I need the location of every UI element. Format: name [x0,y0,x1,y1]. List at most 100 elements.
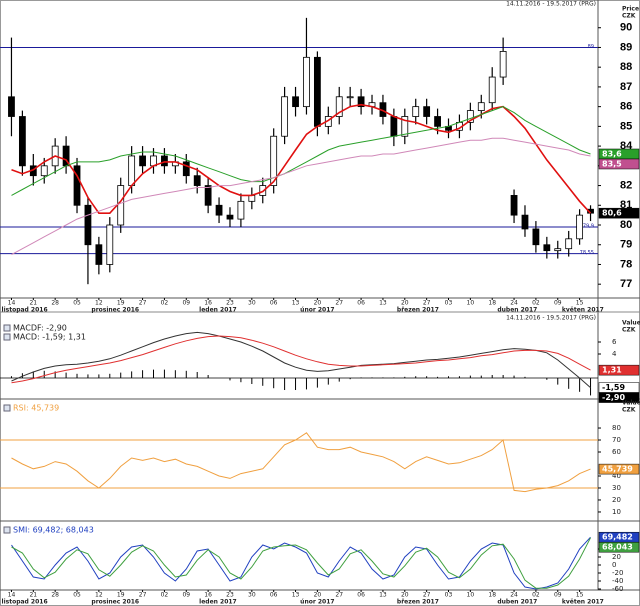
x-tick-label: 15 [576,592,584,599]
value-tag [598,364,640,376]
value-tag-label: 80,6 [602,209,622,218]
month-label: duben 2017 [497,307,537,314]
y-tick-label: 4 [612,350,617,358]
x-tick-label: 13 [292,592,300,599]
y-tick-label: 79 [620,239,632,251]
value-tag-label: -2,90 [602,393,625,402]
x-tick-label: 30 [248,592,256,599]
month-label: květen 2017 [562,599,604,606]
level-label: 79,9 [583,223,594,229]
candle-body [466,110,474,123]
series-line [11,537,591,589]
x-tick-label: 27 [335,300,343,307]
x-tick-label: 20 [314,592,322,599]
x-tick-label: 06 [357,300,365,307]
date-range: 14.11.2016 - 19.5.2017 (PRG) [506,315,596,322]
date-range: 14.11.2016 - 19.5.2017 (PRG) [506,1,596,8]
candle-body [576,214,584,240]
x-tick-label: 23 [226,300,234,307]
x-tick-label: 10 [467,592,475,599]
x-tick-label: 24 [510,300,518,307]
y-tick-label: -20 [612,569,623,577]
candle-body [510,195,518,216]
legend-label: SMI: 69,482; 68,043 [13,526,94,535]
y-tick-label: 80 [612,424,621,432]
x-tick-label: 09 [182,592,190,599]
legend-label: MACDF: -2,90 [13,324,67,333]
value-tag-label: 83,5 [602,159,622,168]
month-label: duben 2017 [497,599,537,606]
value-tag [598,207,640,219]
axis-label: Price [622,6,639,13]
candle-body [357,96,365,108]
x-tick-label: 14 [8,300,16,307]
x-tick-label: 05 [73,592,81,599]
y-tick-label: 90 [620,22,632,34]
axis-unit: CZK [622,13,636,20]
candle-body [128,155,136,186]
x-tick-label: 27 [139,300,147,307]
x-tick-label: 28 [51,592,59,599]
x-tick-label: 20 [314,300,322,307]
candle-body [215,204,223,216]
candle-body [335,96,343,117]
candle-body [565,238,573,250]
value-tag [598,158,640,170]
x-tick-label: 12 [95,300,103,307]
y-tick-label: 85 [620,120,632,132]
candle-body [390,116,398,137]
x-tick-label: 20 [401,592,409,599]
value-tag-label: 45,739 [602,465,633,474]
y-tick-label: 77 [620,278,632,290]
x-tick-label: 27 [423,592,431,599]
x-tick-label: 28 [51,300,59,307]
x-tick-label: 21 [29,300,37,307]
month-label: únor 2017 [300,599,334,606]
x-tick-label: 18 [488,592,496,599]
candle-body [182,161,190,177]
level-label: 89 [588,44,594,50]
value-tag-label: -1,59 [602,383,625,392]
candle-body [488,76,496,104]
candle-body [587,208,594,214]
y-tick-label: -60 [612,585,623,593]
candle-body [73,165,81,206]
x-tick-label: 19 [117,300,125,307]
legend-icon [3,404,11,412]
month-label: květen 2017 [562,307,604,314]
candle-body [84,204,92,246]
candle-body [423,106,431,117]
x-tick-label: 06 [270,300,278,307]
x-tick-label: 09 [554,300,562,307]
candle-body [499,51,507,78]
candle-body [139,155,146,167]
y-tick-label: 60 [612,448,621,456]
candle-body [401,116,409,137]
x-tick-label: 21 [29,592,37,599]
month-label: listopad 2016 [2,599,48,606]
month-label: listopad 2016 [2,307,48,314]
value-tag [598,392,640,403]
axis-label: Value [622,400,640,407]
series-line [11,331,591,388]
x-tick-label: 27 [423,300,431,307]
value-tag-label: 69,482 [602,533,633,542]
candle-body [193,175,201,186]
x-tick-label: 02 [532,592,540,599]
candle-body [40,165,48,177]
series-line [11,106,591,196]
month-label: březen 2017 [397,307,439,314]
x-tick-label: 16 [204,592,212,599]
x-tick-label: 05 [73,300,81,307]
y-tick-label: 20 [612,553,621,561]
x-tick-label: 24 [510,592,518,599]
y-tick-label: 82 [620,179,632,191]
series-line [11,335,591,384]
y-tick-label: 78 [620,258,632,270]
candle-body [412,106,420,117]
series-line [11,536,591,590]
x-tick-label: 27 [335,592,343,599]
candle-body [248,195,256,202]
legend-label: RSI: 45,739 [13,404,59,413]
candle-body [95,244,103,265]
